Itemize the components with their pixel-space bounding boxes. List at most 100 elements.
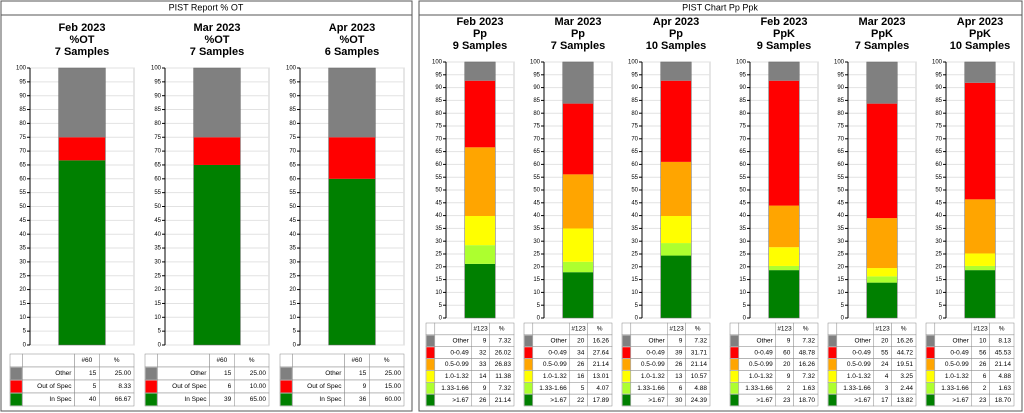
legend-swatch [926,370,935,382]
y-tick-label: 60 [19,176,26,182]
y-tick-label: 35 [154,246,161,252]
legend-swatch [10,393,22,406]
y-tick-label: 15 [289,301,296,307]
chart-title: 9 Samples [757,40,811,52]
legend-label: 0-0.49 [548,349,567,356]
y-tick-label: 10 [435,290,442,296]
bar-segment [328,137,376,179]
table-header: #123 [571,326,586,333]
y-tick-label: 5 [158,329,162,335]
y-tick-label: 35 [631,226,638,232]
bar-segment [866,62,898,104]
panel-title: PIST Chart Pp Ppk [682,2,758,12]
table-cell [425,322,436,336]
y-tick-label: 30 [435,239,442,245]
count-cell: 9 [787,338,791,345]
bar-segment [660,61,692,81]
y-tick-label: 25 [19,273,26,279]
y-tick-label: 10 [533,290,540,296]
legend-swatch [145,380,157,393]
percent-cell: 21.14 [691,361,708,368]
bar-segment [768,61,800,81]
y-tick-label: 95 [631,72,638,78]
chart-title: %OT [339,34,364,46]
bar-segment [866,282,898,318]
y-tick-label: 70 [935,136,942,142]
legend-label: >1.67 [854,397,871,404]
count-cell: 6 [679,385,683,392]
table-header: % [384,357,390,364]
percent-cell: 16.26 [799,361,816,368]
bar-segment [562,61,594,104]
y-tick-label: 90 [631,85,638,91]
y-tick-label: 30 [154,259,161,265]
chart-title: 7 Samples [855,40,909,52]
chart-title: Apr 2023 [329,22,375,34]
y-tick-label: 10 [739,290,746,296]
bar-segment [464,80,496,148]
legend-swatch [524,370,533,382]
y-tick-label: 60 [837,162,844,168]
chart-title: Pp [571,28,585,40]
bar-segment [660,243,692,256]
legend-label: 1.0-1.32 [641,373,665,380]
panel-title: PIST Report % OT [169,2,244,12]
table-header: % [499,326,505,333]
legend-swatch [926,382,935,394]
y-tick-label: 70 [19,149,26,155]
legend-label: 0.5-0.99 [945,361,969,368]
y-tick-label: 80 [739,111,746,117]
y-tick-label: 40 [533,213,540,219]
y-tick-label: 0 [537,316,541,322]
y-tick-label: 50 [19,204,26,210]
y-tick-label: 0 [635,316,639,322]
y-tick-label: 90 [19,93,26,99]
count-cell: 3 [885,385,889,392]
percent-cell: 16.26 [897,338,914,345]
table-cell [621,322,632,336]
legend-label: Out of Spec [172,383,207,390]
count-cell: 36 [359,396,367,403]
y-tick-label: 60 [154,176,161,182]
legend-swatch [426,370,435,382]
bar-segment [328,178,376,345]
bar-segment [866,218,898,269]
percent-cell: 66.67 [115,396,132,403]
bar-outline [328,67,376,346]
chart-title: 7 Samples [55,46,109,58]
y-tick-label: 35 [19,246,26,252]
legend-swatch [426,335,435,347]
legend-swatch [426,394,435,406]
bar-segment [768,270,800,318]
y-tick-label: 60 [631,162,638,168]
bar-segment [562,103,594,175]
legend-swatch [828,359,837,370]
percent-cell: 7.32 [802,373,815,380]
count-cell: 23 [783,397,791,404]
percent-cell: 1.63 [802,385,815,392]
legend-swatch [280,367,292,380]
table-cell [667,382,686,395]
legend-swatch [730,394,739,406]
percent-cell: 8.33 [118,383,131,390]
y-tick-label: 0 [439,316,443,322]
y-tick-label: 55 [19,190,26,196]
y-tick-label: 40 [837,213,844,219]
percent-cell: 7.32 [498,385,511,392]
table-cell [471,334,490,347]
percent-cell: 18.70 [799,397,816,404]
y-tick-label: 55 [435,175,442,181]
legend-label: 0-0.49 [646,349,665,356]
legend-label: >1.67 [550,397,567,404]
y-tick-label: 30 [533,239,540,245]
y-tick-label: 5 [293,329,297,335]
legend-swatch [145,367,157,380]
legend-swatch [730,347,739,359]
count-cell: 5 [93,383,97,390]
legend-swatch [426,359,435,370]
y-tick-label: 20 [435,264,442,270]
percent-cell: 13.01 [593,373,610,380]
table-header: #123 [973,326,988,333]
count-cell: 26 [577,361,585,368]
percent-cell: 48.78 [799,349,816,356]
